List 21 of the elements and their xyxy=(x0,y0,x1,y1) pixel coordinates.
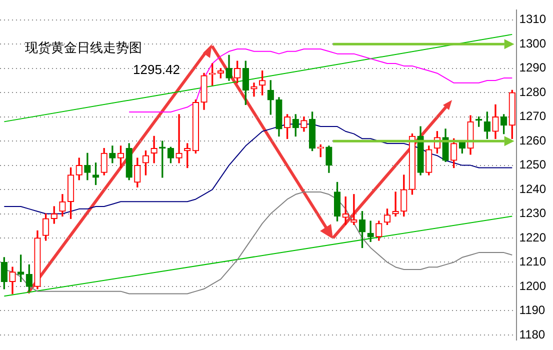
candlestick xyxy=(250,82,258,97)
y-tick-label: 1260 xyxy=(519,133,546,148)
y-tick-label: 1250 xyxy=(519,158,546,172)
text: 现货黄金日线走势图 xyxy=(25,41,142,56)
candlestick xyxy=(150,136,158,164)
y-tick-label: 1270 xyxy=(519,109,546,124)
candlestick xyxy=(392,192,399,217)
y-tick-label: 1300 xyxy=(519,36,546,50)
y-tick-label: 1240 xyxy=(519,182,546,196)
y-tick-label: 1200 xyxy=(519,278,546,293)
y-tick-label: 1210 xyxy=(519,254,546,269)
y-tick-label: 1290 xyxy=(519,60,546,75)
annotation: 1295.42 xyxy=(133,62,180,78)
y-tick-label: 1230 xyxy=(519,206,546,220)
y-tick-label: 1310 xyxy=(519,12,546,26)
y-tick-label: 1220 xyxy=(519,230,546,244)
candlestick xyxy=(367,220,374,242)
y-tick-label: 1190 xyxy=(519,303,546,318)
candlestick xyxy=(176,114,182,164)
y-tick-label: 1180 xyxy=(519,327,546,342)
y-tick-label: 1280 xyxy=(519,84,546,99)
